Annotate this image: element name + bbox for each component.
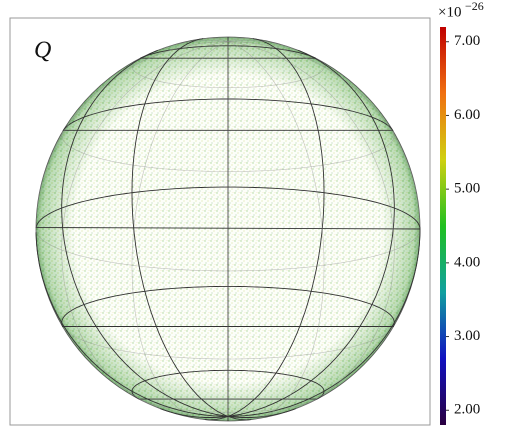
meridian: [227, 49, 395, 417]
colorbar: [440, 27, 446, 425]
parallel-back: [35, 228, 421, 272]
meridian: [227, 229, 421, 417]
meridian: [204, 415, 229, 421]
meridian-back: [131, 41, 229, 420]
colorbar-tick-label: 5.00: [454, 181, 480, 197]
colorbar-tick-label: 7.00: [454, 33, 480, 49]
meridian-back: [227, 41, 395, 408]
panel-label: Q: [34, 38, 51, 64]
meridian: [227, 415, 252, 421]
meridian: [160, 408, 229, 418]
meridian: [131, 38, 229, 417]
meridian-back: [35, 41, 229, 229]
colorbar-tick-label: 3.00: [454, 328, 480, 344]
meridian: [227, 38, 325, 417]
meridian: [61, 49, 229, 417]
meridian-back: [227, 37, 252, 42]
meridian-back: [227, 41, 325, 420]
sphere-grid: [35, 37, 421, 421]
colorbar-tick-label: 4.00: [454, 254, 480, 270]
meridian-back: [204, 37, 229, 42]
colorbar-exponent: −26: [465, 0, 484, 13]
colorbar-tick-label: 2.00: [454, 402, 480, 418]
colorbar-tick-label: 6.00: [454, 107, 480, 123]
colorbar-multiplier: ×10: [438, 4, 461, 20]
meridian-back: [227, 40, 296, 50]
meridian-back: [227, 41, 421, 226]
meridian-back: [61, 41, 229, 408]
meridian: [35, 232, 229, 417]
